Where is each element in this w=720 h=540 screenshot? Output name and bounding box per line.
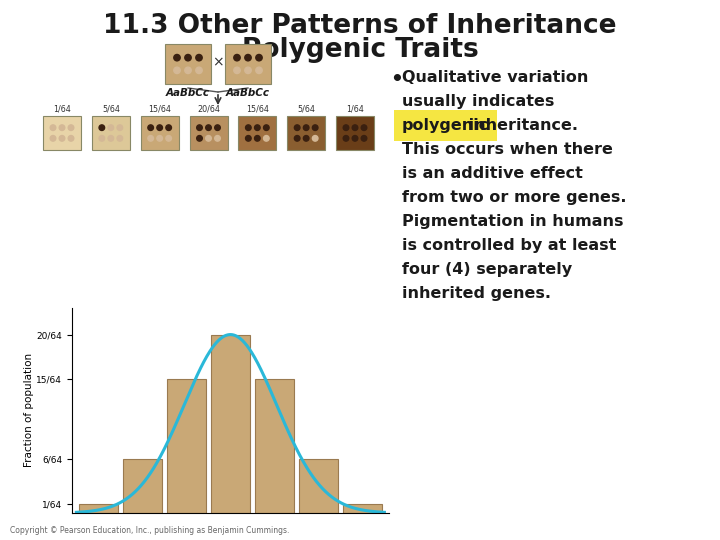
- Text: 1/64: 1/64: [346, 104, 364, 113]
- Circle shape: [312, 125, 318, 131]
- Text: Qualitative variation: Qualitative variation: [402, 70, 588, 85]
- Circle shape: [68, 125, 73, 131]
- Circle shape: [264, 125, 269, 131]
- Circle shape: [352, 136, 358, 141]
- Circle shape: [50, 125, 56, 131]
- Circle shape: [206, 125, 211, 131]
- Circle shape: [59, 125, 65, 131]
- Text: 11.3 Other Patterns of Inheritance: 11.3 Other Patterns of Inheritance: [103, 13, 617, 39]
- FancyBboxPatch shape: [43, 116, 81, 150]
- Text: Pigmentation in humans: Pigmentation in humans: [402, 214, 624, 229]
- Bar: [78, 504, 118, 513]
- Circle shape: [361, 136, 366, 141]
- Circle shape: [246, 136, 251, 141]
- Circle shape: [185, 55, 192, 61]
- Circle shape: [234, 55, 240, 61]
- Circle shape: [185, 67, 192, 73]
- Bar: [210, 335, 251, 513]
- Circle shape: [117, 125, 122, 131]
- Circle shape: [166, 125, 171, 131]
- Circle shape: [303, 136, 309, 141]
- Circle shape: [294, 136, 300, 141]
- Text: AaBbCc: AaBbCc: [226, 88, 270, 98]
- Circle shape: [256, 67, 262, 73]
- Circle shape: [174, 67, 180, 73]
- Bar: [343, 504, 382, 513]
- Text: ×: ×: [212, 55, 224, 69]
- Circle shape: [255, 125, 260, 131]
- FancyBboxPatch shape: [165, 44, 211, 84]
- Circle shape: [234, 67, 240, 73]
- Circle shape: [256, 55, 262, 61]
- Text: usually indicates: usually indicates: [402, 94, 554, 109]
- Circle shape: [215, 136, 220, 141]
- Circle shape: [157, 125, 163, 131]
- FancyBboxPatch shape: [92, 116, 130, 150]
- Circle shape: [361, 125, 366, 131]
- Text: AaBbCc: AaBbCc: [166, 88, 210, 98]
- Text: 5/64: 5/64: [297, 104, 315, 113]
- Circle shape: [206, 136, 211, 141]
- Text: inheritance.: inheritance.: [463, 118, 578, 133]
- Circle shape: [148, 136, 153, 141]
- Circle shape: [343, 136, 348, 141]
- Text: polygenic: polygenic: [402, 118, 490, 133]
- Circle shape: [68, 136, 73, 141]
- FancyBboxPatch shape: [140, 116, 179, 150]
- Circle shape: [117, 136, 122, 141]
- FancyBboxPatch shape: [225, 44, 271, 84]
- Circle shape: [246, 125, 251, 131]
- Circle shape: [99, 125, 104, 131]
- Circle shape: [148, 125, 153, 131]
- Text: is an additive effect: is an additive effect: [402, 166, 583, 181]
- Circle shape: [245, 55, 251, 61]
- Circle shape: [197, 136, 202, 141]
- Y-axis label: Fraction of population: Fraction of population: [24, 353, 34, 468]
- Text: Polygenic Traits: Polygenic Traits: [242, 37, 478, 63]
- Circle shape: [108, 136, 114, 141]
- Circle shape: [196, 67, 202, 73]
- FancyBboxPatch shape: [287, 116, 325, 150]
- Text: four (4) separately: four (4) separately: [402, 262, 572, 277]
- Circle shape: [50, 136, 56, 141]
- Circle shape: [197, 125, 202, 131]
- Circle shape: [294, 125, 300, 131]
- Circle shape: [166, 136, 171, 141]
- FancyBboxPatch shape: [336, 116, 374, 150]
- Text: is controlled by at least: is controlled by at least: [402, 238, 616, 253]
- Text: 20/64: 20/64: [197, 104, 220, 113]
- Bar: [122, 460, 162, 513]
- Circle shape: [174, 55, 180, 61]
- Bar: [299, 460, 338, 513]
- Text: inherited genes.: inherited genes.: [402, 286, 551, 301]
- Text: Copyright © Pearson Education, Inc., publishing as Benjamin Cummings.: Copyright © Pearson Education, Inc., pub…: [10, 526, 289, 535]
- FancyBboxPatch shape: [189, 116, 228, 150]
- Circle shape: [312, 136, 318, 141]
- Circle shape: [215, 125, 220, 131]
- FancyBboxPatch shape: [238, 116, 276, 150]
- Text: from two or more genes.: from two or more genes.: [402, 190, 626, 205]
- Text: 5/64: 5/64: [102, 104, 120, 113]
- Circle shape: [343, 125, 348, 131]
- Text: 15/64: 15/64: [148, 104, 171, 113]
- Circle shape: [352, 125, 358, 131]
- Circle shape: [255, 136, 260, 141]
- Text: This occurs when there: This occurs when there: [402, 142, 613, 157]
- Circle shape: [108, 125, 114, 131]
- Circle shape: [245, 67, 251, 73]
- Bar: [166, 379, 206, 513]
- Circle shape: [99, 136, 104, 141]
- Circle shape: [157, 136, 163, 141]
- Circle shape: [303, 125, 309, 131]
- Text: 1/64: 1/64: [53, 104, 71, 113]
- Circle shape: [264, 136, 269, 141]
- Text: •: •: [390, 70, 403, 89]
- Bar: [255, 379, 294, 513]
- Circle shape: [59, 136, 65, 141]
- Text: 15/64: 15/64: [246, 104, 269, 113]
- Circle shape: [196, 55, 202, 61]
